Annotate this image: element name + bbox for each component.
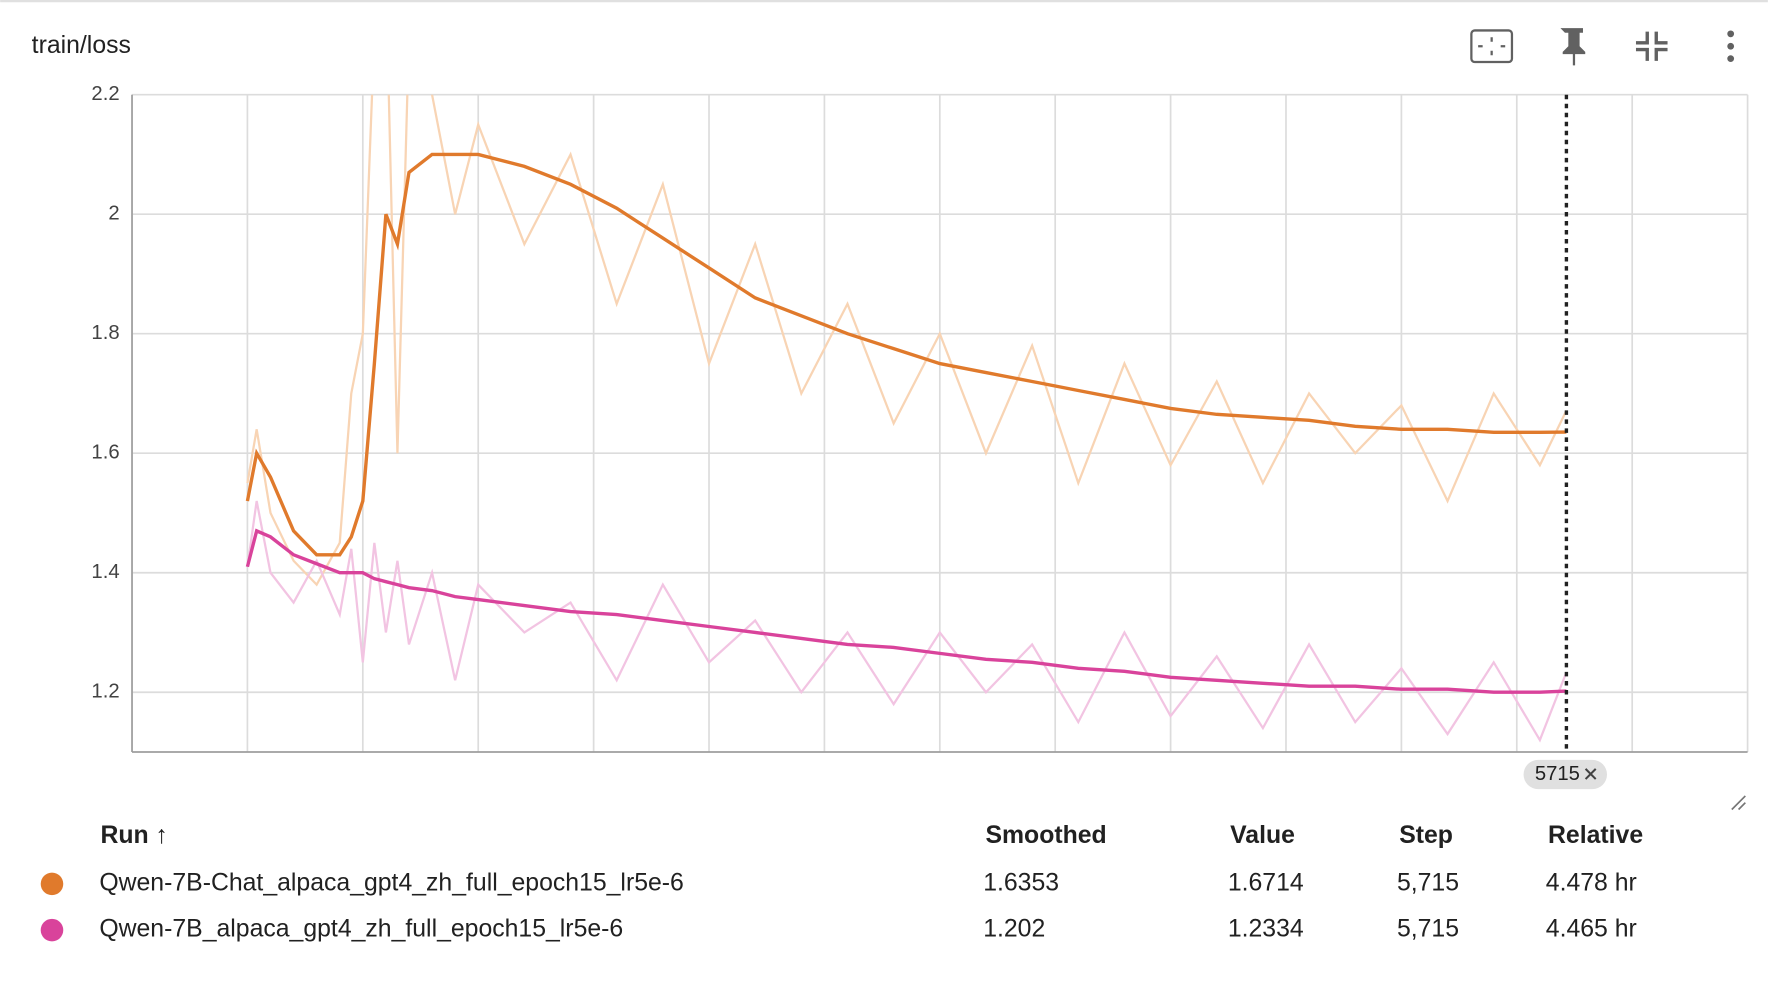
table-cell: 1.2334 [1228, 916, 1304, 943]
table-cell: Qwen-7B-Chat_alpaca_gpt4_zh_full_epoch15… [99, 869, 684, 896]
raw-line [246, 94, 1568, 587]
y-tick-label: 2 [108, 203, 119, 225]
run-color [40, 872, 64, 896]
x-tick-label: 2,000 [684, 762, 735, 784]
column-header: Relative [1548, 822, 1643, 849]
table-cell: 4.478 hr [1546, 869, 1637, 896]
x-tick-label: 5,000 [1376, 762, 1427, 784]
y-tick-label: 1.4 [91, 561, 119, 583]
run-color [40, 918, 64, 942]
cursor-group: 5715 [1523, 94, 1607, 790]
column-header: Step [1399, 822, 1453, 849]
x-tick-label: 3,500 [1030, 762, 1081, 784]
x-tick-label: 6,500 [1722, 762, 1768, 784]
table-cell: 1.6714 [1228, 869, 1304, 896]
table-cell: 1.6353 [983, 869, 1059, 896]
fit-domain-button[interactable] [1470, 29, 1514, 64]
column-header[interactable]: Run ↑ [100, 822, 168, 849]
x-tick-label: 4,500 [1261, 762, 1312, 784]
x-tick-label: 1,000 [453, 762, 504, 784]
y-tick-label: 1.2 [91, 681, 119, 703]
x-tick-label: -500 [112, 762, 153, 784]
x-tick-label: 1,500 [568, 762, 619, 784]
lines [245, 94, 1568, 743]
table-cell: 5,715 [1397, 869, 1459, 896]
resize-handle[interactable] [1731, 795, 1746, 811]
table-cell: 1.202 [983, 916, 1045, 943]
raw-line [246, 500, 1568, 743]
smoothed-line [245, 152, 1567, 557]
plot-area: -500 0 500 1,000 1,500 2,000 2,500 3,000 3,500 4,… [91, 83, 1768, 784]
column-header: Value [1230, 822, 1295, 849]
x-tick-label: 4,000 [1145, 762, 1196, 784]
y-tick-label: 2.2 [91, 83, 119, 105]
pin-button[interactable] [1560, 28, 1586, 66]
smoothed-line [245, 528, 1567, 694]
x-tick-label: 6,000 [1607, 762, 1658, 784]
cursor-label: 5715 [1535, 763, 1580, 785]
cursor-chip[interactable] [1523, 759, 1607, 790]
cursor-close[interactable] [1584, 768, 1597, 780]
y-tick-label: 1.6 [91, 442, 119, 464]
x-tick-label: 0 [242, 762, 253, 784]
table-cell: Qwen-7B_alpaca_gpt4_zh_full_epoch15_lr5e… [99, 916, 623, 943]
menu-button[interactable] [1727, 30, 1735, 63]
column-header: Smoothed [985, 822, 1106, 849]
y-tick-label: 1.8 [91, 322, 119, 344]
table-cell: 5,715 [1397, 916, 1459, 943]
x-tick-label: 3,000 [914, 762, 965, 784]
card-title: train/loss [32, 32, 131, 59]
table-cell: 4.465 hr [1546, 916, 1637, 943]
collapse-button[interactable] [1635, 31, 1668, 61]
run-table: Run ↑ Smoothed Value Step Relative Qwen-7B-Ch… [40, 822, 1643, 943]
x-tick-label: 500 [346, 762, 380, 784]
x-tick-label: 2,500 [799, 762, 850, 784]
